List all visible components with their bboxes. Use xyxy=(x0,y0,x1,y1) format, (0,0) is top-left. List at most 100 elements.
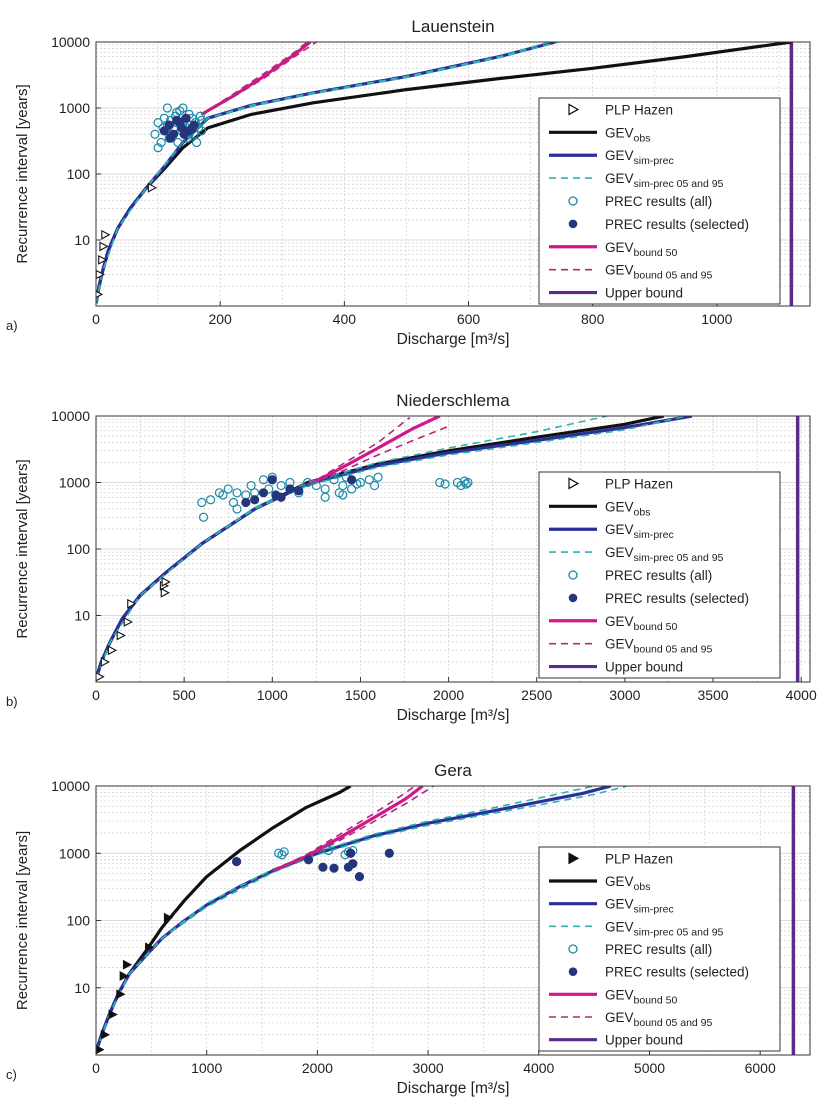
prec-all-point xyxy=(369,480,380,491)
prec-all-point xyxy=(364,475,374,485)
legend-label-main: PREC results (all) xyxy=(605,568,712,583)
legend-marker-prec-all xyxy=(568,196,578,206)
legend-label: PREC results (selected) xyxy=(605,217,749,232)
legend-label: PREC results (all) xyxy=(605,568,712,583)
prec-all-point xyxy=(162,103,172,113)
legend-label: GEVsim-prec 05 and 95 xyxy=(605,919,724,938)
legend-label-main: Upper bound xyxy=(605,1033,683,1048)
y-tick-label: 10 xyxy=(74,232,90,248)
legend-label-main: PREC results (all) xyxy=(605,194,712,209)
legend-label: GEVobs xyxy=(605,874,650,893)
plp-hazen-point xyxy=(161,576,171,587)
y-tick-label: 10 xyxy=(74,608,90,624)
legend-label-main: GEV xyxy=(605,545,634,560)
chart-panel-1: 10 100 1000 10000 0 200 400 600 800 1000 Lauenstei… xyxy=(6,17,811,348)
legend-marker-prec-all xyxy=(568,944,578,954)
legend-label: PREC results (all) xyxy=(605,942,712,957)
legend-label: GEVsim-prec 05 and 95 xyxy=(605,171,724,190)
prec-all-point xyxy=(440,479,450,489)
legend-label-main: Upper bound xyxy=(605,660,683,675)
legend-label: GEVsim-prec xyxy=(605,148,674,167)
legend-label: PLP Hazen xyxy=(605,102,673,117)
prec-all-point xyxy=(153,143,163,153)
prec-all-point xyxy=(153,118,163,128)
x-axis-label: Discharge [m³/s] xyxy=(397,1080,510,1097)
prec-all-point xyxy=(223,484,233,494)
x-tick-label: 6000 xyxy=(745,1060,776,1076)
prec-all-point xyxy=(277,850,287,860)
legend-label: PLP Hazen xyxy=(605,851,673,866)
legend-label: GEVbound 50 xyxy=(605,614,677,633)
prec-selected-point xyxy=(329,863,339,873)
legend-label-sub: sim-prec 05 and 95 xyxy=(634,552,724,564)
series-line-b50 xyxy=(306,416,441,487)
legend-label-sub: sim-prec xyxy=(634,529,674,541)
x-axis-label: Discharge [m³/s] xyxy=(397,331,510,348)
prec-all-point xyxy=(246,480,256,491)
chart-panel-2: 10 100 1000 10000 0 500 1000 1500 2000 2500 3000 35… xyxy=(6,391,817,724)
prec-selected-point xyxy=(181,113,191,123)
legend-label-sub: bound 05 and 95 xyxy=(634,270,713,282)
legend-label-main: GEV xyxy=(605,148,634,163)
plp-hazen-point xyxy=(163,912,174,923)
legend-label-main: GEV xyxy=(605,171,634,186)
legend-marker-prec-selected xyxy=(568,219,578,229)
legend-label-main: GEV xyxy=(605,874,634,889)
prec-selected-point xyxy=(165,133,176,143)
x-tick-label: 3000 xyxy=(609,687,640,703)
plp-hazen-point xyxy=(145,942,155,953)
y-axis-label: Recurrence interval [years] xyxy=(14,84,31,263)
plp-hazen-point xyxy=(101,229,111,240)
plp-hazen-point xyxy=(99,241,109,252)
legend-label: PREC results (selected) xyxy=(605,591,749,606)
prec-selected-point xyxy=(179,129,189,139)
x-tick-label: 4000 xyxy=(786,687,817,703)
legend-label: GEVbound 05 and 95 xyxy=(605,263,713,282)
prec-selected-point xyxy=(271,490,281,500)
prec-all-point xyxy=(461,479,471,489)
legend-label-main: GEV xyxy=(605,499,634,514)
chart-title: Gera xyxy=(434,761,472,780)
series-line-sim_band xyxy=(96,786,628,1053)
prec-all-point xyxy=(198,512,209,522)
legend-label-main: GEV xyxy=(605,1010,634,1025)
legend-label: Upper bound xyxy=(605,1033,683,1048)
x-tick-label: 500 xyxy=(172,687,196,703)
legend-label-sub: bound 05 and 95 xyxy=(634,1017,713,1029)
x-tick-label: 5000 xyxy=(634,1060,665,1076)
prec-all-point xyxy=(218,490,228,500)
x-tick-label: 0 xyxy=(92,687,100,703)
plp-hazen-point xyxy=(160,587,170,598)
prec-all-point xyxy=(279,847,289,857)
legend-label: GEVbound 05 and 95 xyxy=(605,637,713,656)
plp-hazen-point xyxy=(119,970,129,981)
y-tick-label: 10 xyxy=(74,980,90,996)
prec-all-point xyxy=(191,137,202,148)
series-line-sim_band xyxy=(96,416,687,680)
prec-all-point xyxy=(276,480,286,491)
legend-label: GEVsim-prec xyxy=(605,897,674,916)
plp-hazen-point xyxy=(122,959,133,970)
legend-marker-prec-all xyxy=(568,570,578,580)
legend-marker-plp xyxy=(568,103,580,116)
legend-label: PREC results (selected) xyxy=(605,965,749,980)
legend-label-main: PREC results (selected) xyxy=(605,217,749,232)
legend-label-main: GEV xyxy=(605,919,634,934)
panel-label: b) xyxy=(6,694,18,709)
x-tick-label: 800 xyxy=(581,311,605,327)
legend-label-sub: obs xyxy=(634,132,651,144)
prec-selected-point xyxy=(159,126,169,136)
prec-all-point xyxy=(435,477,445,488)
x-tick-label: 1000 xyxy=(701,311,732,327)
prec-all-point xyxy=(373,472,383,482)
x-tick-label: 3500 xyxy=(697,687,728,703)
plot-area xyxy=(96,416,800,682)
legend: PLP Hazen GEVobs GEVsim-prec GEVsim-prec 05… xyxy=(538,846,781,1052)
legend-marker-plp xyxy=(568,477,580,490)
legend-marker-prec-selected xyxy=(568,593,578,603)
plp-hazen-point xyxy=(100,657,110,667)
legend-marker-prec-selected xyxy=(568,967,578,976)
legend-label-main: PLP Hazen xyxy=(605,851,673,866)
prec-selected-point xyxy=(343,862,353,872)
